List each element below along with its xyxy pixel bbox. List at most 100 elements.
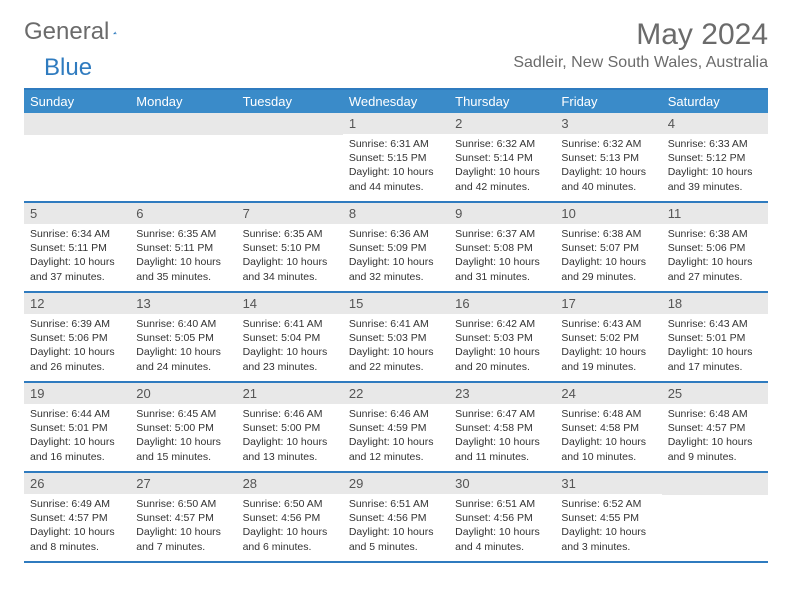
day-body: Sunrise: 6:31 AMSunset: 5:15 PMDaylight:…: [343, 134, 449, 199]
sunset-line: Sunset: 5:13 PM: [561, 151, 655, 165]
day-cell: 9Sunrise: 6:37 AMSunset: 5:08 PMDaylight…: [449, 203, 555, 291]
day-number: [130, 113, 236, 135]
day-body: Sunrise: 6:43 AMSunset: 5:02 PMDaylight:…: [555, 314, 661, 379]
day-cell: 31Sunrise: 6:52 AMSunset: 4:55 PMDayligh…: [555, 473, 661, 561]
day-body: Sunrise: 6:32 AMSunset: 5:14 PMDaylight:…: [449, 134, 555, 199]
sunrise-line: Sunrise: 6:39 AM: [30, 317, 124, 331]
sunset-line: Sunset: 5:06 PM: [30, 331, 124, 345]
weeks-container: 1Sunrise: 6:31 AMSunset: 5:15 PMDaylight…: [24, 113, 768, 563]
sunrise-line: Sunrise: 6:40 AM: [136, 317, 230, 331]
day-number: 11: [662, 203, 768, 224]
daylight-line: Daylight: 10 hours and 7 minutes.: [136, 525, 230, 553]
week-row: 12Sunrise: 6:39 AMSunset: 5:06 PMDayligh…: [24, 293, 768, 383]
day-number: 10: [555, 203, 661, 224]
day-cell: 24Sunrise: 6:48 AMSunset: 4:58 PMDayligh…: [555, 383, 661, 471]
daylight-line: Daylight: 10 hours and 11 minutes.: [455, 435, 549, 463]
month-title: May 2024: [513, 18, 768, 52]
daylight-line: Daylight: 10 hours and 26 minutes.: [30, 345, 124, 373]
day-number: 28: [237, 473, 343, 494]
sunrise-line: Sunrise: 6:52 AM: [561, 497, 655, 511]
daylight-line: Daylight: 10 hours and 39 minutes.: [668, 165, 762, 193]
sunrise-line: Sunrise: 6:50 AM: [243, 497, 337, 511]
day-number: 8: [343, 203, 449, 224]
day-number: 5: [24, 203, 130, 224]
daylight-line: Daylight: 10 hours and 37 minutes.: [30, 255, 124, 283]
location: Sadleir, New South Wales, Australia: [513, 54, 768, 72]
day-header: Sunday: [24, 90, 130, 113]
day-body: Sunrise: 6:46 AMSunset: 4:59 PMDaylight:…: [343, 404, 449, 469]
day-cell: 20Sunrise: 6:45 AMSunset: 5:00 PMDayligh…: [130, 383, 236, 471]
daylight-line: Daylight: 10 hours and 44 minutes.: [349, 165, 443, 193]
sunset-line: Sunset: 5:12 PM: [668, 151, 762, 165]
day-body: Sunrise: 6:32 AMSunset: 5:13 PMDaylight:…: [555, 134, 661, 199]
day-body: Sunrise: 6:44 AMSunset: 5:01 PMDaylight:…: [24, 404, 130, 469]
day-body: Sunrise: 6:34 AMSunset: 5:11 PMDaylight:…: [24, 224, 130, 289]
day-cell: 15Sunrise: 6:41 AMSunset: 5:03 PMDayligh…: [343, 293, 449, 381]
sunset-line: Sunset: 5:11 PM: [30, 241, 124, 255]
day-cell: 18Sunrise: 6:43 AMSunset: 5:01 PMDayligh…: [662, 293, 768, 381]
day-number: 21: [237, 383, 343, 404]
day-body: Sunrise: 6:46 AMSunset: 5:00 PMDaylight:…: [237, 404, 343, 469]
sunset-line: Sunset: 5:07 PM: [561, 241, 655, 255]
day-cell: [130, 113, 236, 201]
sunrise-line: Sunrise: 6:36 AM: [349, 227, 443, 241]
day-number: 26: [24, 473, 130, 494]
daylight-line: Daylight: 10 hours and 40 minutes.: [561, 165, 655, 193]
day-number: 3: [555, 113, 661, 134]
sunrise-line: Sunrise: 6:31 AM: [349, 137, 443, 151]
sunset-line: Sunset: 5:01 PM: [30, 421, 124, 435]
day-number: 24: [555, 383, 661, 404]
daylight-line: Daylight: 10 hours and 3 minutes.: [561, 525, 655, 553]
day-number: 4: [662, 113, 768, 134]
day-body: Sunrise: 6:42 AMSunset: 5:03 PMDaylight:…: [449, 314, 555, 379]
day-body: Sunrise: 6:35 AMSunset: 5:11 PMDaylight:…: [130, 224, 236, 289]
daylight-line: Daylight: 10 hours and 29 minutes.: [561, 255, 655, 283]
daylight-line: Daylight: 10 hours and 19 minutes.: [561, 345, 655, 373]
sunset-line: Sunset: 4:57 PM: [30, 511, 124, 525]
day-number: 9: [449, 203, 555, 224]
sunset-line: Sunset: 5:04 PM: [243, 331, 337, 345]
day-cell: 10Sunrise: 6:38 AMSunset: 5:07 PMDayligh…: [555, 203, 661, 291]
day-body: Sunrise: 6:41 AMSunset: 5:03 PMDaylight:…: [343, 314, 449, 379]
day-number: 27: [130, 473, 236, 494]
day-cell: 28Sunrise: 6:50 AMSunset: 4:56 PMDayligh…: [237, 473, 343, 561]
sunrise-line: Sunrise: 6:51 AM: [455, 497, 549, 511]
daylight-line: Daylight: 10 hours and 13 minutes.: [243, 435, 337, 463]
day-cell: 1Sunrise: 6:31 AMSunset: 5:15 PMDaylight…: [343, 113, 449, 201]
daylight-line: Daylight: 10 hours and 24 minutes.: [136, 345, 230, 373]
sunset-line: Sunset: 4:56 PM: [455, 511, 549, 525]
sunset-line: Sunset: 5:02 PM: [561, 331, 655, 345]
daylight-line: Daylight: 10 hours and 20 minutes.: [455, 345, 549, 373]
day-cell: 22Sunrise: 6:46 AMSunset: 4:59 PMDayligh…: [343, 383, 449, 471]
daylight-line: Daylight: 10 hours and 4 minutes.: [455, 525, 549, 553]
sunrise-line: Sunrise: 6:42 AM: [455, 317, 549, 331]
day-body: Sunrise: 6:40 AMSunset: 5:05 PMDaylight:…: [130, 314, 236, 379]
day-cell: 6Sunrise: 6:35 AMSunset: 5:11 PMDaylight…: [130, 203, 236, 291]
daylight-line: Daylight: 10 hours and 12 minutes.: [349, 435, 443, 463]
day-number: [237, 113, 343, 135]
day-body: Sunrise: 6:51 AMSunset: 4:56 PMDaylight:…: [343, 494, 449, 559]
day-cell: [237, 113, 343, 201]
day-number: 7: [237, 203, 343, 224]
daylight-line: Daylight: 10 hours and 35 minutes.: [136, 255, 230, 283]
daylight-line: Daylight: 10 hours and 42 minutes.: [455, 165, 549, 193]
day-body: Sunrise: 6:50 AMSunset: 4:56 PMDaylight:…: [237, 494, 343, 559]
day-cell: 14Sunrise: 6:41 AMSunset: 5:04 PMDayligh…: [237, 293, 343, 381]
day-number: 15: [343, 293, 449, 314]
daylight-line: Daylight: 10 hours and 9 minutes.: [668, 435, 762, 463]
day-cell: 5Sunrise: 6:34 AMSunset: 5:11 PMDaylight…: [24, 203, 130, 291]
day-body: Sunrise: 6:50 AMSunset: 4:57 PMDaylight:…: [130, 494, 236, 559]
sunrise-line: Sunrise: 6:45 AM: [136, 407, 230, 421]
day-cell: 2Sunrise: 6:32 AMSunset: 5:14 PMDaylight…: [449, 113, 555, 201]
sunrise-line: Sunrise: 6:41 AM: [349, 317, 443, 331]
sunset-line: Sunset: 5:09 PM: [349, 241, 443, 255]
day-body: Sunrise: 6:38 AMSunset: 5:07 PMDaylight:…: [555, 224, 661, 289]
sunset-line: Sunset: 5:06 PM: [668, 241, 762, 255]
day-body: Sunrise: 6:37 AMSunset: 5:08 PMDaylight:…: [449, 224, 555, 289]
day-body: Sunrise: 6:52 AMSunset: 4:55 PMDaylight:…: [555, 494, 661, 559]
day-number: 20: [130, 383, 236, 404]
day-cell: 7Sunrise: 6:35 AMSunset: 5:10 PMDaylight…: [237, 203, 343, 291]
sunrise-line: Sunrise: 6:44 AM: [30, 407, 124, 421]
week-row: 19Sunrise: 6:44 AMSunset: 5:01 PMDayligh…: [24, 383, 768, 473]
sunset-line: Sunset: 5:15 PM: [349, 151, 443, 165]
